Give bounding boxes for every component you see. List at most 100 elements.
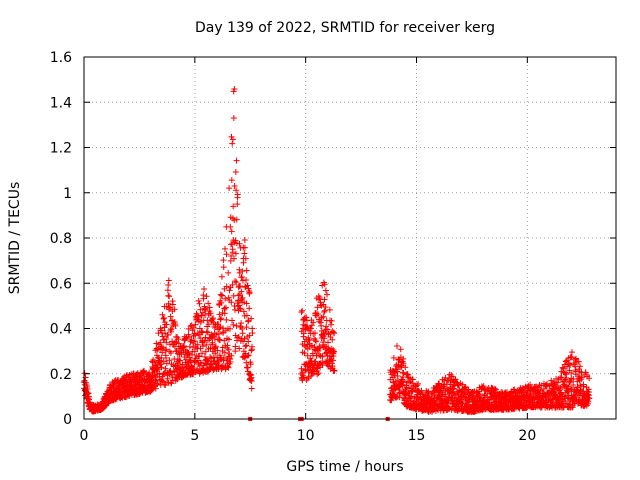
data-point: [235, 284, 242, 291]
data-point: [236, 240, 243, 247]
data-point: [558, 374, 565, 381]
data-point: [187, 323, 194, 330]
data-point: [572, 393, 579, 400]
data-point: [320, 313, 327, 320]
data-point: [185, 350, 192, 357]
data-point: [160, 358, 167, 365]
data-point: [321, 335, 328, 342]
data-point: [563, 371, 570, 378]
data-point: [235, 302, 242, 309]
data-point: [166, 293, 173, 300]
data-point: [217, 337, 224, 344]
data-point: [540, 386, 547, 393]
data-point: [565, 360, 572, 367]
x-tick-label: 10: [297, 428, 315, 444]
data-point: [322, 287, 329, 294]
data-point: [206, 304, 213, 311]
data-point: [241, 250, 248, 257]
data-point: [319, 353, 326, 360]
data-point: [177, 357, 184, 364]
data-point: [327, 356, 334, 363]
data-point: [219, 292, 226, 299]
data-point: [198, 312, 205, 319]
data-point: [235, 333, 242, 340]
data-point: [218, 299, 225, 306]
data-point: [572, 355, 579, 362]
data-point: [220, 264, 227, 271]
data-point: [298, 309, 305, 316]
data-point: [167, 313, 174, 320]
data-point: [561, 403, 568, 410]
data-point: [582, 369, 589, 376]
data-point: [301, 374, 308, 381]
data-point: [242, 255, 249, 262]
data-point: [309, 367, 316, 374]
grid-lines: [84, 57, 616, 419]
data-point: [241, 244, 248, 251]
data-point: [228, 252, 235, 259]
data-point: [232, 278, 239, 285]
data-point: [162, 354, 169, 361]
data-point: [330, 348, 337, 355]
data-point: [244, 282, 251, 289]
data-point: [238, 320, 245, 327]
data-point: [233, 279, 240, 286]
data-point: [159, 333, 166, 340]
data-point: [559, 364, 566, 371]
data-point: [239, 294, 246, 301]
data-point: [168, 380, 175, 387]
data-point: [166, 357, 173, 364]
data-point: [400, 369, 407, 376]
data-point: [586, 375, 593, 382]
y-tick-label: 1.6: [50, 50, 72, 66]
data-point: [157, 339, 164, 346]
data-point: [160, 370, 167, 377]
data-point: [321, 296, 328, 303]
data-point: [231, 182, 238, 189]
data-point: [167, 304, 174, 311]
data-point: [241, 354, 248, 361]
chart-title: Day 139 of 2022, SRMTID for receiver ker…: [195, 20, 495, 36]
data-point: [171, 343, 178, 350]
data-point: [228, 299, 235, 306]
data-point: [575, 358, 582, 365]
data-point: [409, 376, 416, 383]
data-point: [245, 338, 252, 345]
data-point: [303, 317, 310, 324]
data-point: [249, 330, 256, 337]
data-point: [402, 364, 409, 371]
data-point: [316, 318, 323, 325]
data-point: [331, 330, 338, 337]
data-point: [568, 349, 575, 356]
data-point: [199, 329, 206, 336]
data-point: [307, 325, 314, 332]
x-tick-label: 0: [80, 428, 89, 444]
data-point: [322, 304, 329, 311]
data-point: [312, 337, 319, 344]
data-point: [223, 316, 230, 323]
data-point: [232, 250, 239, 257]
data-point: [557, 374, 564, 381]
data-point: [242, 343, 249, 350]
data-point: [166, 368, 173, 375]
data-point: [203, 293, 210, 300]
data-point: [243, 324, 250, 331]
data-point: [201, 306, 208, 313]
data-point: [228, 352, 235, 359]
y-tick-label: 1.2: [50, 141, 72, 157]
data-point: [245, 352, 252, 359]
data-point: [222, 304, 229, 311]
data-point: [312, 330, 319, 337]
data-point: [199, 343, 206, 350]
data-point: [230, 115, 237, 122]
data-point: [304, 352, 311, 359]
data-point: [246, 332, 253, 339]
data-point: [397, 346, 404, 353]
data-point: [232, 237, 239, 244]
data-point: [241, 298, 248, 305]
data-point: [465, 386, 472, 393]
data-point: [580, 383, 587, 390]
data-point: [158, 364, 165, 371]
data-point: [314, 311, 321, 318]
data-point: [450, 390, 457, 397]
